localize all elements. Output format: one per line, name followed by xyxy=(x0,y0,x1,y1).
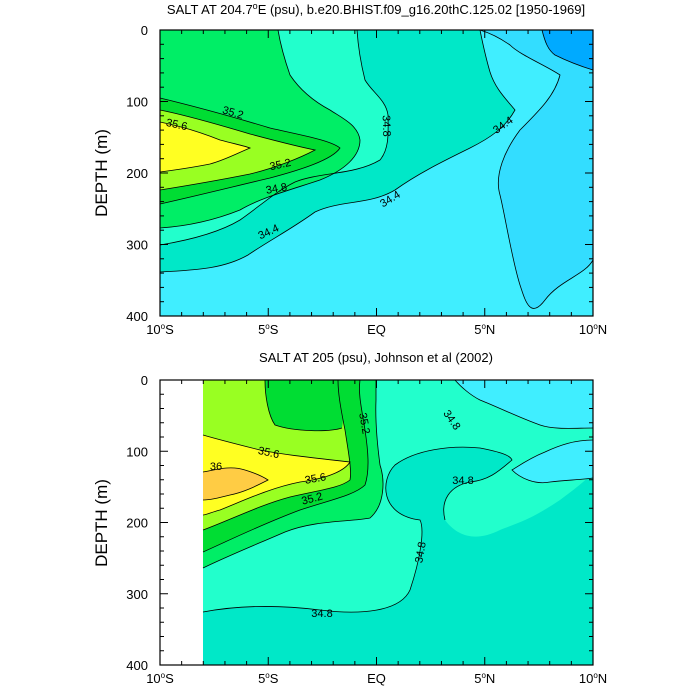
top-ticks: 10oS 5oS EQ 5oN 10oN 0 100 200 300 400 xyxy=(126,23,607,337)
bottom-contour-line xyxy=(202,380,384,569)
bottom-contour-label: 35.2 xyxy=(356,412,372,435)
x-tick-label: 10oS xyxy=(146,322,174,337)
bottom-contour-line xyxy=(202,379,351,531)
top-contour-line xyxy=(159,29,389,246)
bottom-contour-line xyxy=(264,379,343,432)
bottom-fill-34-4b xyxy=(512,440,593,483)
top-contour-line xyxy=(159,29,516,273)
top-contour-lines xyxy=(159,29,594,309)
top-contour-line xyxy=(479,29,594,309)
top-contour-line xyxy=(159,109,317,191)
top-fill-35-6 xyxy=(160,122,250,172)
y-tick-label: 100 xyxy=(126,95,148,110)
y-tick-label: 0 xyxy=(141,23,148,38)
x-tick-label: 5oN xyxy=(474,322,495,337)
x-tick-label: 10oN xyxy=(579,322,607,337)
top-fill-34-2 xyxy=(480,30,593,309)
bottom-contour-line xyxy=(454,379,594,429)
bottom-fill-34-4 xyxy=(455,380,593,429)
y-tick-label: 400 xyxy=(126,309,148,324)
bottom-contour-line xyxy=(202,434,351,516)
top-contour-line xyxy=(159,29,361,229)
bottom-y-axis-label: DEPTH (m) xyxy=(92,479,111,567)
y-tick-label: 200 xyxy=(126,166,148,181)
bottom-fill-35-2b xyxy=(265,380,344,431)
y-tick-label: 400 xyxy=(126,658,148,673)
bottom-contour-label: 34.8 xyxy=(452,475,473,487)
top-panel-title: SALT AT 204.7oE (psu), b.e20.BHIST.f09_g… xyxy=(167,1,585,17)
x-tick-label: 5oN xyxy=(474,671,495,686)
top-contour-line xyxy=(541,29,594,71)
bottom-contour-label: 35.6 xyxy=(304,471,327,487)
bottom-contour-line xyxy=(202,467,269,501)
y-tick-label: 100 xyxy=(126,444,148,459)
bottom-contour-line xyxy=(202,379,369,553)
y-tick-label: 300 xyxy=(126,587,148,602)
bottom-contour-label: 34.8 xyxy=(413,541,429,564)
bottom-contour-line xyxy=(511,439,594,484)
top-contour-fills xyxy=(160,30,593,316)
top-contour-label: 34.8 xyxy=(265,181,288,197)
bottom-ticks: 10oS 5oS EQ 5oN 10oN 0 100 200 300 400 xyxy=(126,373,607,686)
bottom-panel-title: SALT AT 205 (psu), Johnson et al (2002) xyxy=(259,350,493,365)
top-contour-label: 35.6 xyxy=(165,117,188,133)
bottom-contour-label: 35.6 xyxy=(257,445,280,461)
x-tick-label: 10oN xyxy=(579,671,607,686)
top-panel: SALT AT 204.7oE (psu), b.e20.BHIST.f09_g… xyxy=(92,1,607,337)
bottom-fill-35-8 xyxy=(203,467,268,500)
top-contour-label: 34.8 xyxy=(380,115,393,137)
top-contour-label: 35.2 xyxy=(269,157,292,173)
bottom-contour-line xyxy=(202,446,513,613)
x-tick-label: 5oS xyxy=(258,671,279,686)
top-y-axis-label: DEPTH (m) xyxy=(92,129,111,217)
x-tick-label: 5oS xyxy=(258,322,279,337)
x-tick-label: EQ xyxy=(367,322,386,337)
bottom-fill-35-6 xyxy=(203,435,350,515)
top-contour-line xyxy=(159,121,252,173)
bottom-contour-label: 36 xyxy=(210,461,222,473)
x-tick-label: 10oS xyxy=(146,671,174,686)
y-tick-label: 200 xyxy=(126,516,148,531)
top-fill-34-0 xyxy=(542,30,593,70)
y-tick-label: 0 xyxy=(141,373,148,388)
top-contour-label: 35.2 xyxy=(221,104,245,121)
bottom-contour-lines xyxy=(202,379,594,613)
top-contour-line xyxy=(159,97,341,205)
bottom-panel: SALT AT 205 (psu), Johnson et al (2002) xyxy=(92,350,607,686)
y-tick-label: 300 xyxy=(126,238,148,253)
bottom-contour-label: 34.8 xyxy=(311,608,332,620)
bottom-contour-label: 35.2 xyxy=(300,491,324,508)
x-tick-label: EQ xyxy=(367,671,386,686)
bottom-contour-fills xyxy=(203,380,593,665)
